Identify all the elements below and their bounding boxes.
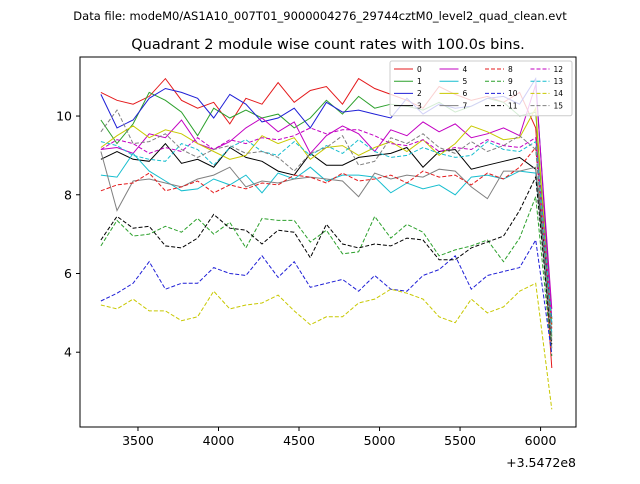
y-tick-label: 10 (56, 109, 72, 124)
series-line-7 (100, 151, 553, 349)
series-line-14 (100, 282, 553, 410)
legend-label-0: 0 (417, 65, 422, 74)
series-line-9 (100, 196, 553, 357)
legend-label-2: 2 (417, 89, 422, 98)
series-line-4 (100, 84, 553, 309)
legend-label-1: 1 (417, 77, 422, 86)
legend-label-5: 5 (463, 77, 468, 86)
legend-label-6: 6 (463, 89, 468, 98)
series-line-12 (100, 127, 553, 317)
legend-label-10: 10 (508, 89, 518, 98)
series-line-1 (100, 91, 553, 337)
x-tick-label: 4000 (203, 433, 235, 448)
series-line-6 (100, 106, 553, 325)
series-line-0 (100, 77, 553, 369)
legend-label-3: 3 (417, 101, 422, 110)
y-tick-label: 8 (64, 187, 72, 202)
legend-label-12: 12 (554, 65, 564, 74)
x-tick-label: 5500 (444, 433, 476, 448)
legend-label-13: 13 (554, 77, 564, 86)
plot-lines (100, 77, 553, 410)
legend-label-15: 15 (554, 101, 564, 110)
x-tick-label: 4500 (283, 433, 315, 448)
legend-label-14: 14 (554, 89, 564, 98)
legend-label-11: 11 (508, 101, 518, 110)
y-tick-label: 4 (64, 345, 72, 360)
x-axis: 3500 4000 4500 5000 5500 6000 (122, 427, 557, 448)
series-line-11 (100, 175, 553, 345)
series-line-5 (100, 152, 553, 333)
legend-label-8: 8 (508, 65, 513, 74)
figure-suptitle: Data file: modeM0/AS1A10_007T01_90000042… (73, 9, 567, 23)
series-line-13 (100, 139, 553, 323)
legend-box (389, 60, 573, 117)
series-line-8 (100, 146, 553, 329)
y-tick-label: 6 (64, 266, 72, 281)
x-tick-label: 6000 (525, 433, 557, 448)
x-offset-label: +3.5472e8 (506, 455, 576, 470)
x-tick-label: 5000 (364, 433, 396, 448)
x-tick-label: 3500 (122, 433, 154, 448)
chart-title: Quadrant 2 module wise count rates with … (131, 37, 525, 53)
legend-label-7: 7 (463, 101, 468, 110)
series-line-3 (100, 142, 553, 319)
y-axis: 4 6 8 10 (56, 109, 80, 360)
legend-label-9: 9 (508, 77, 513, 86)
legend-label-4: 4 (463, 65, 468, 74)
series-line-10 (100, 238, 553, 355)
series-line-15 (100, 109, 553, 341)
plot-area-frame (79, 56, 577, 428)
